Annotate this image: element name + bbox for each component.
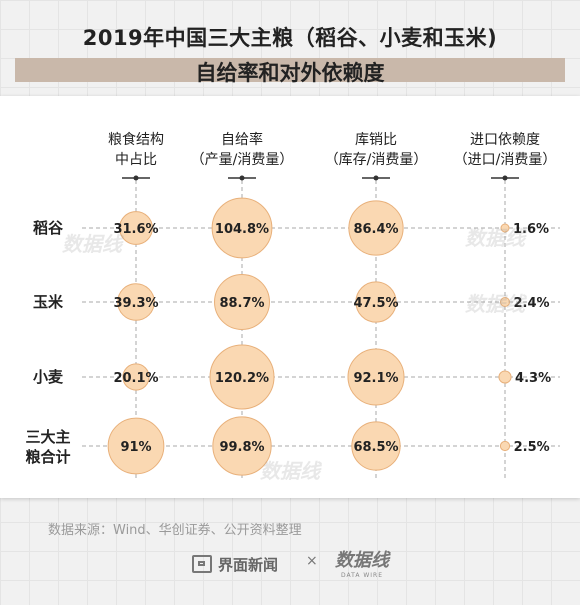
column-header-line1: 自给率: [221, 131, 263, 148]
data-label: 120.2%: [215, 371, 269, 386]
chart-title: 2019年中国三大主粮（稻谷、小麦和玉米): [82, 26, 498, 50]
data-label: 4.3%: [515, 371, 551, 386]
row-label: 三大主: [25, 428, 70, 446]
data-bubble: [122, 363, 150, 391]
watermark: 数据线: [465, 226, 525, 250]
data-label: 31.6%: [113, 222, 158, 237]
data-bubble: [214, 274, 270, 330]
data-bubble: [117, 283, 155, 321]
row-label: 稻谷: [33, 219, 64, 237]
data-bubble: [355, 281, 397, 323]
column-tick-dot: [502, 175, 508, 181]
data-bubble: [348, 200, 404, 256]
data-label: 68.5%: [353, 440, 398, 455]
data-label: 2.4%: [514, 296, 550, 311]
watermark: 数据线: [465, 292, 525, 316]
chart-subtitle: 自给率和对外依赖度: [195, 61, 385, 85]
jiemian-logo: 界面新闻: [192, 553, 278, 575]
data-label: 86.4%: [353, 222, 398, 237]
data-bubble: [351, 421, 401, 471]
row-label: 粮合计: [25, 448, 70, 466]
data-label: 88.7%: [219, 296, 264, 311]
data-bubble: [499, 440, 511, 452]
data-bubble: [498, 370, 512, 384]
data-label: 47.5%: [353, 296, 398, 311]
column-header-line1: 粮食结构: [108, 131, 164, 148]
column-header-line2: （进口/消费量）: [454, 152, 557, 168]
watermark: 数据线: [62, 232, 122, 256]
data-label: 2.5%: [514, 440, 550, 455]
column-tick-dot: [133, 175, 139, 181]
data-label: 1.6%: [513, 222, 549, 237]
cross-mark: ×: [306, 553, 318, 569]
chart-panel: [0, 96, 580, 498]
datawire-logo-text: 数据线: [335, 550, 391, 571]
data-label: 91%: [120, 440, 151, 455]
row-label: 小麦: [33, 368, 64, 386]
data-bubble: [119, 211, 153, 245]
data-label: 20.1%: [113, 371, 158, 386]
watermark: 数据线: [260, 459, 320, 483]
data-bubble: [211, 197, 273, 259]
data-label: 99.8%: [219, 440, 264, 455]
column-tick-dot: [239, 175, 245, 181]
data-bubble: [347, 348, 405, 406]
column-header-line2: （产量/消费量）: [191, 152, 294, 168]
data-bubble: [107, 417, 165, 475]
datawire-logo-en: DATA WIRE: [341, 572, 383, 579]
column-tick-dot: [373, 175, 379, 181]
subtitle-band: [15, 58, 565, 82]
column-header-line2: （库存/消费量）: [325, 152, 428, 168]
data-label: 39.3%: [113, 296, 158, 311]
column-header-line1: 库销比: [355, 132, 397, 148]
data-label: 104.8%: [215, 222, 269, 237]
data-bubble: [209, 344, 275, 410]
jiemian-logo-text: 界面新闻: [218, 555, 279, 574]
row-label: 玉米: [33, 293, 64, 311]
jiemian-logo-icon: [192, 555, 212, 573]
data-bubble: [499, 296, 511, 308]
column-header-line1: 进口依赖度: [470, 132, 540, 148]
column-header-line2: 中占比: [115, 152, 157, 168]
datawire-logo: 数据线 DATA WIRE: [335, 550, 391, 579]
data-bubble: [500, 223, 510, 233]
data-source: 数据来源：Wind、华创证券、公开资料整理: [48, 523, 302, 538]
data-label: 92.1%: [353, 371, 398, 386]
data-bubble: [212, 416, 272, 476]
